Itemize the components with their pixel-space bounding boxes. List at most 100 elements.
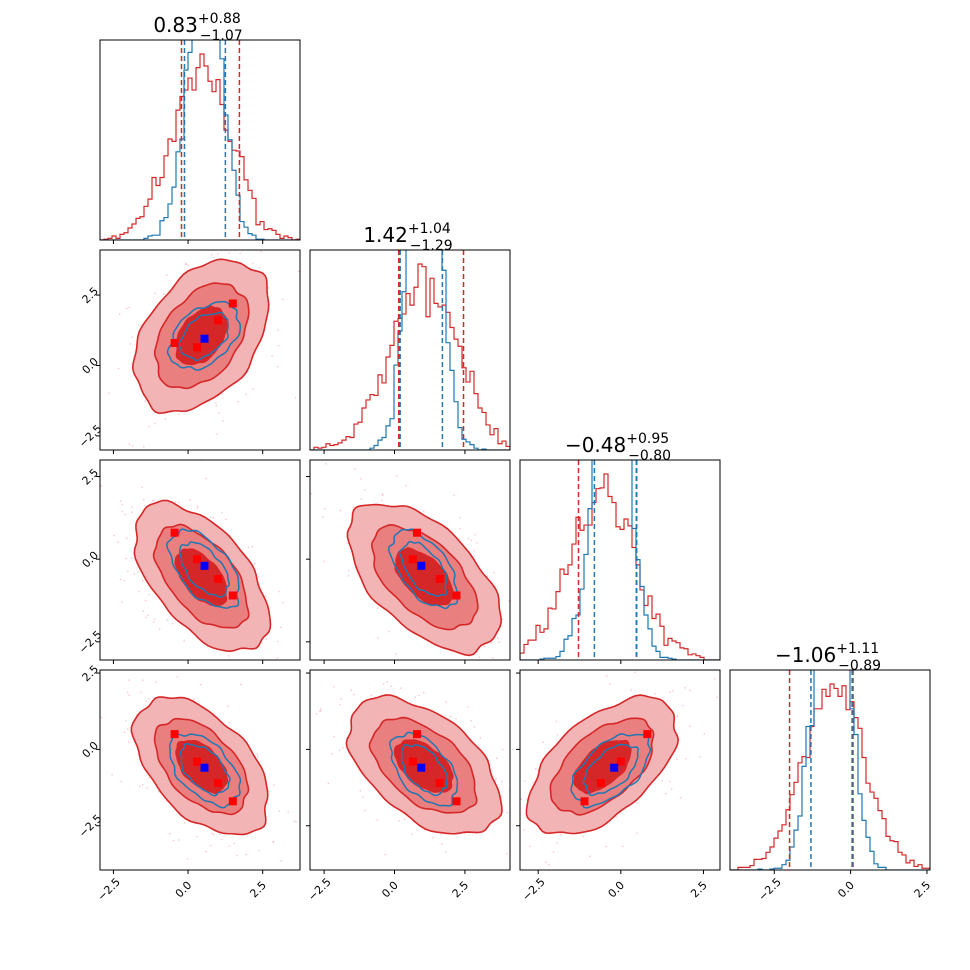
histogram-series-1 <box>100 40 300 240</box>
x-tick-label: 2.5 <box>688 879 710 901</box>
sample-point <box>376 607 379 609</box>
sample-point <box>176 676 179 678</box>
sample-point <box>689 689 691 692</box>
red-marker-3 <box>580 797 589 806</box>
sample-point <box>535 767 537 770</box>
red-marker-1 <box>408 555 417 564</box>
sample-point <box>382 493 384 495</box>
sample-point <box>364 623 365 624</box>
title-minus: −0.80 <box>628 448 671 464</box>
title-plus: +0.95 <box>626 431 669 447</box>
sample-point <box>552 851 555 853</box>
sample-point <box>221 512 223 514</box>
sample-point <box>312 873 313 874</box>
sample-point <box>720 711 721 712</box>
sample-point <box>340 698 342 700</box>
sample-point <box>319 710 322 712</box>
red-marker-2 <box>435 779 444 787</box>
histogram-series-1 <box>730 670 930 870</box>
sample-point <box>144 599 147 602</box>
sample-point <box>305 657 306 658</box>
sample-point <box>137 571 139 573</box>
sample-point <box>510 789 511 790</box>
sample-point <box>423 510 425 513</box>
sample-point <box>158 791 160 793</box>
sample-point <box>188 682 189 683</box>
x-tick-label: 0.0 <box>835 879 857 901</box>
sample-point <box>473 550 475 552</box>
sample-point <box>628 805 631 807</box>
panel-frame <box>309 249 511 451</box>
sample-point <box>589 855 591 857</box>
sample-point <box>228 655 230 657</box>
sample-point <box>212 517 215 519</box>
sample-point <box>453 494 455 496</box>
sample-point <box>376 819 379 821</box>
sample-point <box>471 676 472 677</box>
sample-point <box>325 463 327 465</box>
sample-point <box>454 665 455 666</box>
sample-point <box>142 783 144 786</box>
x-tick-label: 0.0 <box>173 879 195 901</box>
sample-point <box>125 557 127 560</box>
sample-point <box>142 498 145 501</box>
sample-point <box>153 621 155 623</box>
sample-point <box>187 264 189 266</box>
sample-point <box>185 263 187 266</box>
sample-point <box>166 274 168 276</box>
sample-point <box>341 747 344 749</box>
x-tick-label: 0.0 <box>379 879 401 901</box>
sample-point <box>520 798 522 800</box>
red-marker-2 <box>213 316 222 325</box>
sample-point <box>561 874 562 875</box>
sample-point <box>654 693 656 695</box>
sample-point <box>441 843 443 845</box>
sample-point <box>139 785 141 787</box>
contour-line-red-0 <box>393 739 454 793</box>
sample-point <box>514 774 515 775</box>
sample-point <box>154 618 156 620</box>
red-marker-0 <box>413 528 421 537</box>
sample-point <box>515 760 516 761</box>
red-marker-3 <box>452 591 461 600</box>
sample-point <box>676 715 679 717</box>
red-marker-1 <box>408 757 417 766</box>
sample-point <box>339 509 342 512</box>
sample-point <box>496 757 498 759</box>
sample-point <box>622 845 624 847</box>
sample-point <box>195 210 196 211</box>
sample-point <box>278 810 281 812</box>
sample-point <box>123 731 126 733</box>
sample-point <box>152 499 154 502</box>
panel-0-0: 0.83+0.88 −1.07 <box>99 11 301 244</box>
sample-point <box>437 668 438 669</box>
sample-point <box>154 422 156 425</box>
sample-point <box>124 513 126 516</box>
sample-point <box>354 468 356 470</box>
sample-point <box>215 405 218 407</box>
sample-point <box>497 637 499 639</box>
sample-point <box>131 557 133 559</box>
sample-point <box>209 845 212 847</box>
sample-point <box>153 500 155 502</box>
sample-point <box>239 252 241 255</box>
blue-marker <box>610 763 619 772</box>
sample-point <box>686 638 687 639</box>
sample-point <box>470 720 472 722</box>
contour-line-red-1 <box>549 717 655 816</box>
sample-point <box>126 307 128 310</box>
sample-point <box>398 820 400 822</box>
sample-point <box>247 370 250 372</box>
sample-point <box>634 671 636 673</box>
sample-point <box>323 508 326 510</box>
sample-point <box>215 402 217 404</box>
sample-point <box>396 475 398 477</box>
sample-point <box>178 501 180 504</box>
sample-point <box>350 689 352 691</box>
sample-point <box>119 313 121 315</box>
sample-point <box>137 754 140 756</box>
y-tick-label: 2.5 <box>80 285 102 307</box>
sample-point <box>331 753 333 755</box>
sample-point <box>193 698 195 700</box>
sample-point <box>126 537 128 539</box>
